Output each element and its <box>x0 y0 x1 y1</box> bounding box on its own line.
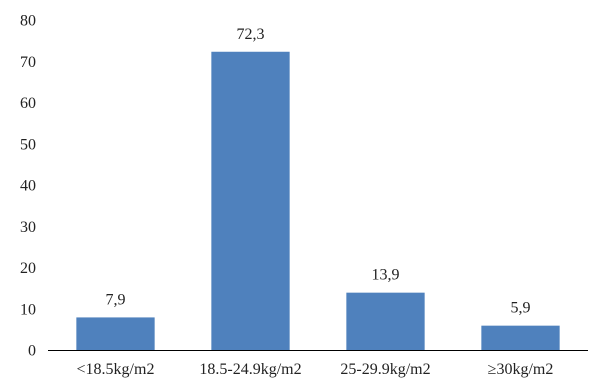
bar <box>346 292 425 350</box>
data-labels: 7,9 72,3 13,9 5,9 <box>106 26 531 317</box>
data-label: 5,9 <box>511 300 531 317</box>
bar <box>481 325 560 350</box>
category-label: ≥30kg/m2 <box>488 361 554 378</box>
y-tick-label: 10 <box>20 301 36 318</box>
bars <box>76 51 560 350</box>
y-tick-label: 20 <box>20 260 36 277</box>
bar <box>211 51 290 350</box>
y-tick-label: 80 <box>20 13 36 30</box>
y-tick-label: 70 <box>20 54 36 71</box>
y-tick-label: 30 <box>20 219 36 236</box>
data-label: 7,9 <box>106 291 126 308</box>
y-tick-label: 60 <box>20 95 36 112</box>
y-tick-label: 0 <box>28 343 36 360</box>
y-tick-label: 50 <box>20 136 36 153</box>
data-label: 72,3 <box>237 26 265 43</box>
y-tick-label: 40 <box>20 178 36 195</box>
category-labels: <18.5kg/m2 18.5-24.9kg/m2 25-29.9kg/m2 ≥30k… <box>77 361 554 378</box>
y-axis-ticks: 0 10 20 30 40 50 60 70 80 <box>20 13 36 360</box>
category-label: 18.5-24.9kg/m2 <box>199 361 301 378</box>
category-label: <18.5kg/m2 <box>77 361 155 378</box>
bar <box>76 317 155 350</box>
category-label: 25-29.9kg/m2 <box>340 361 430 378</box>
data-label: 13,9 <box>372 267 400 284</box>
